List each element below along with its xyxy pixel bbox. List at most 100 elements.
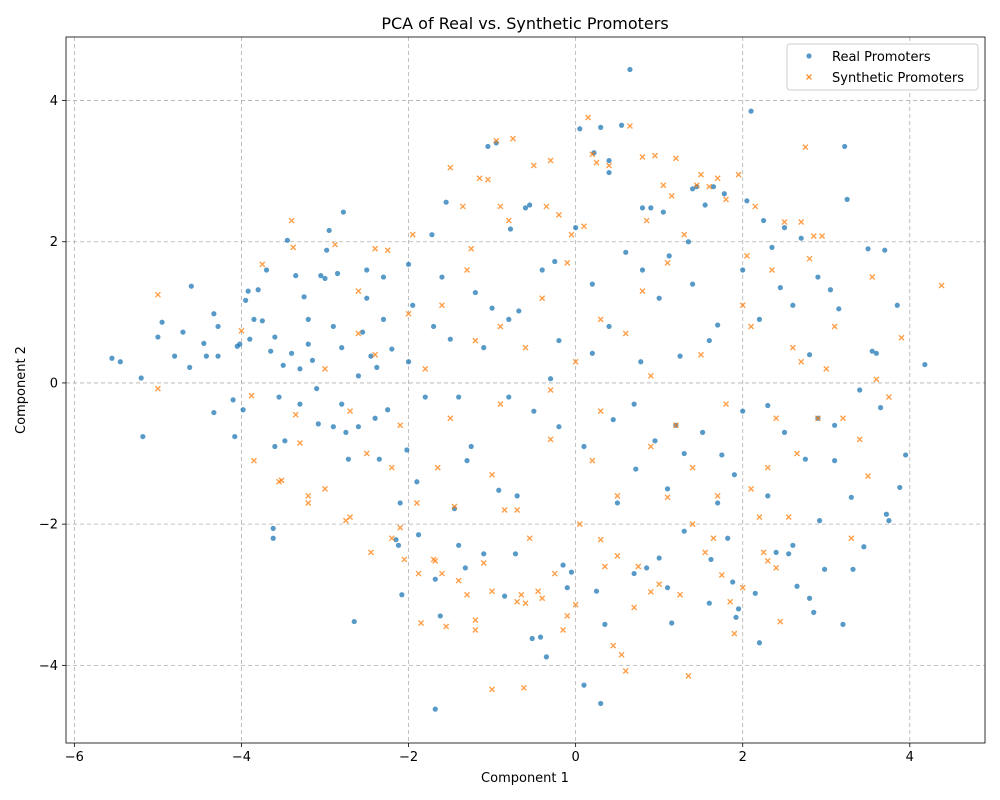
synthetic-point [564,259,571,266]
synthetic-point [497,323,504,330]
real-point [832,458,838,464]
real-point [816,518,823,524]
real-point [882,247,888,253]
real-point [644,565,650,571]
synthetic-point [677,591,684,598]
real-point [481,345,487,351]
synthetic-point [397,524,404,531]
synthetic-point [332,241,339,248]
real-point [842,143,848,150]
real-point [710,184,717,190]
real-point [355,424,362,430]
legend-box [786,43,979,91]
grid-layer [66,37,985,743]
real-point [514,493,520,499]
synthetic-point [743,252,750,259]
real-point [297,366,303,372]
real-point [326,227,332,234]
synthetic-point [639,288,646,295]
real-point [781,225,788,231]
real-point [748,108,754,114]
synthetic-point [614,552,621,559]
real-point [730,579,736,585]
synthetic-point [422,365,429,372]
real-point [850,566,856,572]
synthetic-point [865,473,872,480]
real-point [140,433,146,440]
real-point [489,305,495,311]
real-point [109,355,115,361]
real-point [251,316,257,322]
synthetic-point [372,245,379,252]
synthetic-point [367,549,374,556]
synthetic-point [405,310,412,317]
real-point [280,362,286,368]
synthetic-point [248,392,255,399]
synthetic-point [614,492,621,499]
synthetic-point [434,464,441,471]
real-point [806,595,813,601]
synthetic-point [472,617,479,624]
synthetic-point [154,291,161,298]
synthetic-point [292,411,299,418]
y-axis-label: Component 2 [14,346,29,434]
real-point [322,275,328,282]
real-point [516,308,522,314]
real-point [276,394,282,400]
real-point [547,376,554,382]
synthetic-point [697,351,704,358]
real-point [700,429,706,435]
real-point [468,443,474,450]
synthetic-point [468,245,475,252]
synthetic-point [154,385,161,392]
synthetic-point [250,457,257,464]
synthetic-point [672,422,679,429]
real-point [314,385,320,392]
synthetic-point [768,266,775,273]
real-point [836,306,842,312]
synthetic-point [288,217,295,224]
synthetic-point [438,302,445,309]
synthetic-point [518,591,525,598]
y-tick-label: 4 [50,94,58,109]
real-point [415,532,422,538]
real-point [318,273,324,279]
real-point [359,329,366,335]
synthetic-point [647,372,654,379]
real-point [669,620,675,626]
synthetic-point [514,598,521,605]
synthetic-point [702,549,709,556]
real-point [301,294,307,300]
real-point [431,323,437,330]
synthetic-point [681,231,688,238]
real-point [380,316,387,322]
real-point [844,196,850,202]
real-point [429,232,435,238]
real-point [117,359,123,365]
real-point [481,551,487,557]
synthetic-point [347,514,354,521]
synthetic-point [856,436,863,443]
real-point [243,297,249,303]
real-point [506,316,512,322]
synthetic-point [668,192,675,199]
real-point [188,283,194,289]
real-point [618,122,625,128]
real-point [648,205,654,211]
real-point [324,247,330,253]
synthetic-point [290,244,297,251]
real-point [740,408,746,414]
x-tick-label: −2 [399,750,418,765]
real-point [922,361,928,368]
real-point [305,316,311,322]
real-point [422,394,428,400]
real-point [664,585,671,591]
plot-area [66,37,985,743]
synthetic-point [555,211,562,218]
synthetic-point [455,577,462,584]
real-point [786,551,792,557]
synthetic-point [514,507,521,514]
synthetic-point [714,175,721,182]
real-point [472,289,478,296]
